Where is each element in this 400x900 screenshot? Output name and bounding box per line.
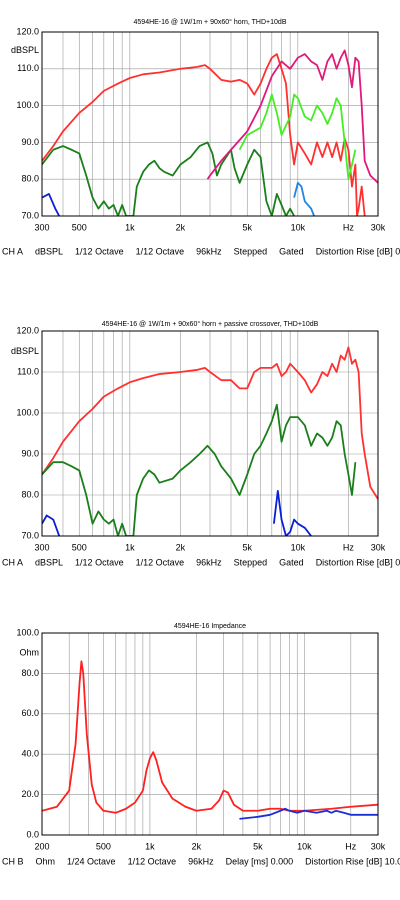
x-tick-label: 2k	[192, 841, 202, 851]
footer-field: 1/12 Octave	[75, 557, 124, 567]
x-tick-label: 5k	[243, 542, 253, 552]
y-tick-label: 70.0	[21, 530, 39, 540]
series-line	[293, 181, 315, 216]
chart-title: 4594HE-16 @ 1W/1m + 90x60° horn + passiv…	[102, 320, 319, 328]
y-tick-label: 80.0	[21, 489, 39, 499]
x-tick-label: 1k	[125, 222, 135, 232]
series-line	[238, 93, 357, 181]
y-tick-label: 100.0	[16, 627, 39, 637]
y-tick-label: 80.0	[21, 668, 39, 678]
y-unit-label: dBSPL	[11, 346, 39, 356]
y-unit-label: Ohm	[19, 648, 39, 658]
y-tick-label: 110.0	[17, 63, 39, 73]
x-tick-label: Hz	[345, 841, 356, 851]
x-tick-label: 5k	[243, 222, 253, 232]
footer-field: dBSPL	[35, 557, 63, 567]
x-tick-label: 200	[34, 841, 49, 851]
plot-frame	[41, 330, 379, 537]
footer-field: 1/12 Octave	[136, 557, 185, 567]
y-tick-label: 110.0	[17, 366, 39, 376]
x-tick-label: 1k	[145, 841, 155, 851]
x-tick-label: Hz	[343, 222, 354, 232]
x-tick-label: 300	[34, 222, 49, 232]
series-line	[42, 193, 61, 216]
x-tick-label: 10k	[291, 222, 306, 232]
footer-field: 96kHz	[196, 246, 222, 256]
footer-field: CH A	[2, 246, 23, 256]
footer-field: Gated	[279, 246, 304, 256]
y-tick-label: 40.0	[21, 749, 39, 759]
series-line	[239, 807, 378, 820]
x-tick-label: 30k	[371, 222, 386, 232]
series-line	[206, 49, 378, 184]
footer-field: 1/24 Octave	[67, 856, 116, 866]
footer-field: Stepped	[234, 557, 268, 567]
x-tick-label: 10k	[291, 542, 306, 552]
series-line	[42, 141, 295, 216]
y-tick-label: 90.0	[21, 448, 39, 458]
footer-field: Distortion Rise [dB] 0.0	[316, 246, 400, 256]
y-tick-label: 70.0	[21, 210, 39, 220]
series-line	[272, 490, 312, 536]
x-tick-label: 30k	[371, 841, 386, 851]
footer-field: 1/12 Octave	[128, 856, 177, 866]
plot-frame	[41, 31, 379, 217]
y-tick-label: 120.0	[16, 325, 39, 335]
x-tick-label: 1k	[125, 542, 135, 552]
chart: 4594HE-16 @ 1W/1m + 90x60° horn + passiv…	[2, 320, 400, 568]
y-tick-label: 100.0	[16, 407, 39, 417]
footer-field: Stepped	[234, 246, 268, 256]
footer-field: 96kHz	[196, 557, 222, 567]
chart: 4594HE-16 @ 1W/1m + 90x60° horn, THD+10d…	[2, 18, 400, 257]
footer-field: 1/12 Octave	[75, 246, 124, 256]
footer-field: 96kHz	[188, 856, 214, 866]
series-line	[42, 660, 378, 814]
x-tick-label: 500	[72, 222, 87, 232]
footer-field: CH B	[2, 856, 24, 866]
footer-field: Ohm	[36, 856, 56, 866]
footer-field: Delay [ms] 0.000	[226, 856, 294, 866]
x-tick-label: 30k	[371, 542, 386, 552]
chart: 4594HE-16 Impedance 200 500 1k 2k 5k 10k Hz 30k 0…	[2, 623, 400, 867]
x-tick-label: 5k	[253, 841, 263, 851]
footer-field: Gated	[279, 557, 304, 567]
x-tick-label: 500	[96, 841, 111, 851]
footer-field: Distortion Rise [dB] 0.0	[316, 557, 400, 567]
x-tick-label: 10k	[297, 841, 312, 851]
series-line	[42, 346, 378, 500]
y-unit-label: dBSPL	[11, 45, 39, 55]
y-tick-label: 60.0	[21, 708, 39, 718]
plot-frame	[41, 632, 379, 836]
x-tick-label: 2k	[176, 222, 186, 232]
footer-field: Distortion Rise [dB] 10.00	[305, 856, 400, 866]
y-tick-label: 0.0	[26, 829, 39, 839]
y-tick-label: 90.0	[21, 137, 39, 147]
footer-field: 1/12 Octave	[136, 246, 185, 256]
y-tick-label: 120.0	[16, 26, 39, 36]
footer-field: dBSPL	[35, 246, 63, 256]
series-line	[42, 403, 357, 536]
x-tick-label: Hz	[343, 542, 354, 552]
x-tick-label: 300	[34, 542, 49, 552]
series-line	[42, 514, 61, 536]
x-tick-label: 500	[72, 542, 87, 552]
chart-title: 4594HE-16 Impedance	[174, 623, 246, 630]
y-tick-label: 100.0	[16, 100, 39, 110]
chart-title: 4594HE-16 @ 1W/1m + 90x60° horn, THD+10d…	[134, 18, 287, 26]
y-tick-label: 20.0	[21, 789, 39, 799]
y-tick-label: 80.0	[21, 174, 39, 184]
x-tick-label: 2k	[176, 542, 186, 552]
footer-field: CH A	[2, 557, 23, 567]
